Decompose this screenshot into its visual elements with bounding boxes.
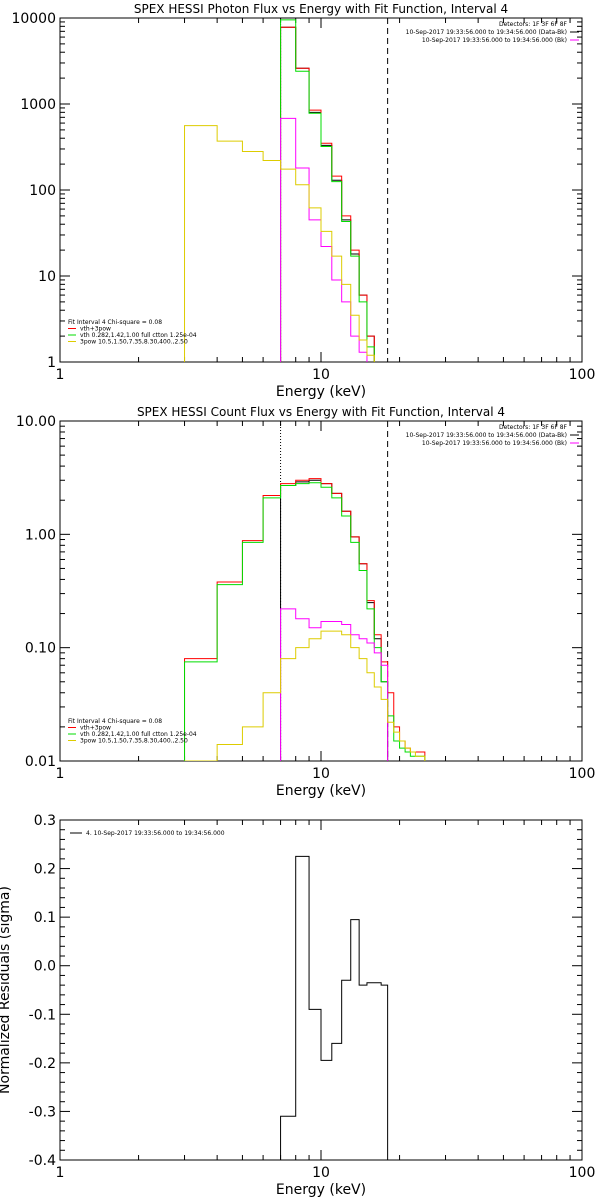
panel2-plot-frame (59, 420, 583, 762)
panel2-chart-title: SPEX HESSI Count Flux vs Energy with Fit… (137, 405, 505, 419)
panel3-x-tick-label: 100 (569, 1165, 596, 1181)
panel1-series-1 (280, 26, 375, 362)
panel2-x-axis-label: Energy (keV) (276, 783, 366, 799)
panel2-y-tick-label: 10.00 (16, 414, 56, 430)
panel1-legend-fit-header: Fit Interval 4 Chi-square = 0.08 (68, 319, 162, 326)
panel3-x-axis-label: Energy (keV) (276, 1182, 366, 1198)
panel1-legend-entry: vth+3pow (80, 326, 111, 333)
panel2-series-1 (184, 478, 426, 761)
panel2-x-tick-label: 10 (312, 766, 330, 782)
panel3-series-0 (280, 855, 389, 1160)
panel3-y-axis-label: Normalized Residuals (sigma) (0, 886, 13, 1094)
panel1-plot-frame (59, 17, 583, 363)
panel1-legend-entry: vth 0.282,1.42,1.00 full ctton 1.25e-04 (80, 332, 197, 339)
panel2-series-0 (280, 479, 389, 761)
panel1-x-tick-label: 100 (569, 367, 596, 383)
panel3-y-tick-label: -0.4 (29, 1153, 56, 1169)
panel1-chart-title: SPEX HESSI Photon Flux vs Energy with Fi… (134, 2, 508, 16)
panel1-y-tick-label: 10000 (11, 11, 56, 27)
panel1-y-tick-label: 1000 (20, 97, 56, 113)
panel3-y-tick-label: 0.2 (34, 862, 56, 878)
panel3-y-tick-label: 0.3 (34, 813, 56, 829)
panel3-y-tick-label: 0.0 (34, 959, 56, 975)
panel3-y-tick-label: 0.1 (34, 910, 56, 926)
panel2-y-tick-label: 0.10 (25, 641, 56, 657)
panel2-legend-entry: 3pow 10.5,1.50,7.35,8.30,400.,2.50 (80, 738, 188, 745)
panel2-y-tick-label: 0.01 (25, 754, 56, 770)
panel1-series-0 (280, 26, 375, 362)
panel1-series-2 (280, 19, 375, 362)
panel2-legend-entry: 10-Sep-2017 19:33:56.000 to 19:34:56.000… (422, 440, 567, 447)
panel1-x-axis-label: Energy (keV) (276, 384, 366, 400)
panel1-x-tick-label: 1 (56, 367, 65, 383)
panel2-series-3 (280, 608, 389, 761)
panel2-x-tick-label: 1 (56, 766, 65, 782)
panel1-legend-entry: 10-Sep-2017 19:33:56.000 to 19:34:56.000… (422, 37, 567, 44)
panel1-series-4 (184, 125, 375, 362)
panel2-legend-entry: 10-Sep-2017 19:33:56.000 to 19:34:56.000… (406, 432, 567, 439)
panel3-y-tick-label: -0.3 (29, 1104, 56, 1120)
panel3-x-tick-label: 10 (312, 1165, 330, 1181)
panel1-legend-entry: 10-Sep-2017 19:33:56.000 to 19:34:56.000… (406, 29, 567, 36)
panel3-y-tick-label: -0.2 (29, 1056, 56, 1072)
panel1-legend-entry: 3pow 10.5,1.50,7.35,8.30,400.,2.50 (80, 339, 188, 346)
panel2-series-4 (184, 630, 426, 761)
panel1-y-tick-label: 100 (29, 183, 56, 199)
panel2-legend-fit-header: Fit Interval 4 Chi-square = 0.08 (68, 718, 162, 725)
panel2-legend-detectors: Detectors: 1F 3F 6F 8F (499, 424, 568, 431)
panel3-x-tick-label: 1 (56, 1165, 65, 1181)
panel3-plot-frame (59, 819, 583, 1161)
panel3-legend-entry: 4. 10-Sep-2017 19:33:56.000 to 19:34:56.… (86, 830, 225, 837)
panel1-series-3 (280, 117, 368, 362)
panel1-legend-detectors: Detectors: 1F 3F 6F 8F (499, 21, 568, 28)
panel2-legend-entry: vth+3pow (80, 725, 111, 732)
panel2-series-2 (184, 482, 426, 761)
panel1-y-tick-label: 10 (38, 269, 56, 285)
panel1-x-tick-label: 10 (312, 367, 330, 383)
panel1-y-tick-label: 1 (47, 355, 56, 371)
panel3-y-tick-label: -0.1 (29, 1007, 56, 1023)
panel2-legend-entry: vth 0.282,1.42,1.00 full ctton 1.25e-04 (80, 731, 197, 738)
panel2-x-tick-label: 100 (569, 766, 596, 782)
panel2-y-tick-label: 1.00 (25, 527, 56, 543)
